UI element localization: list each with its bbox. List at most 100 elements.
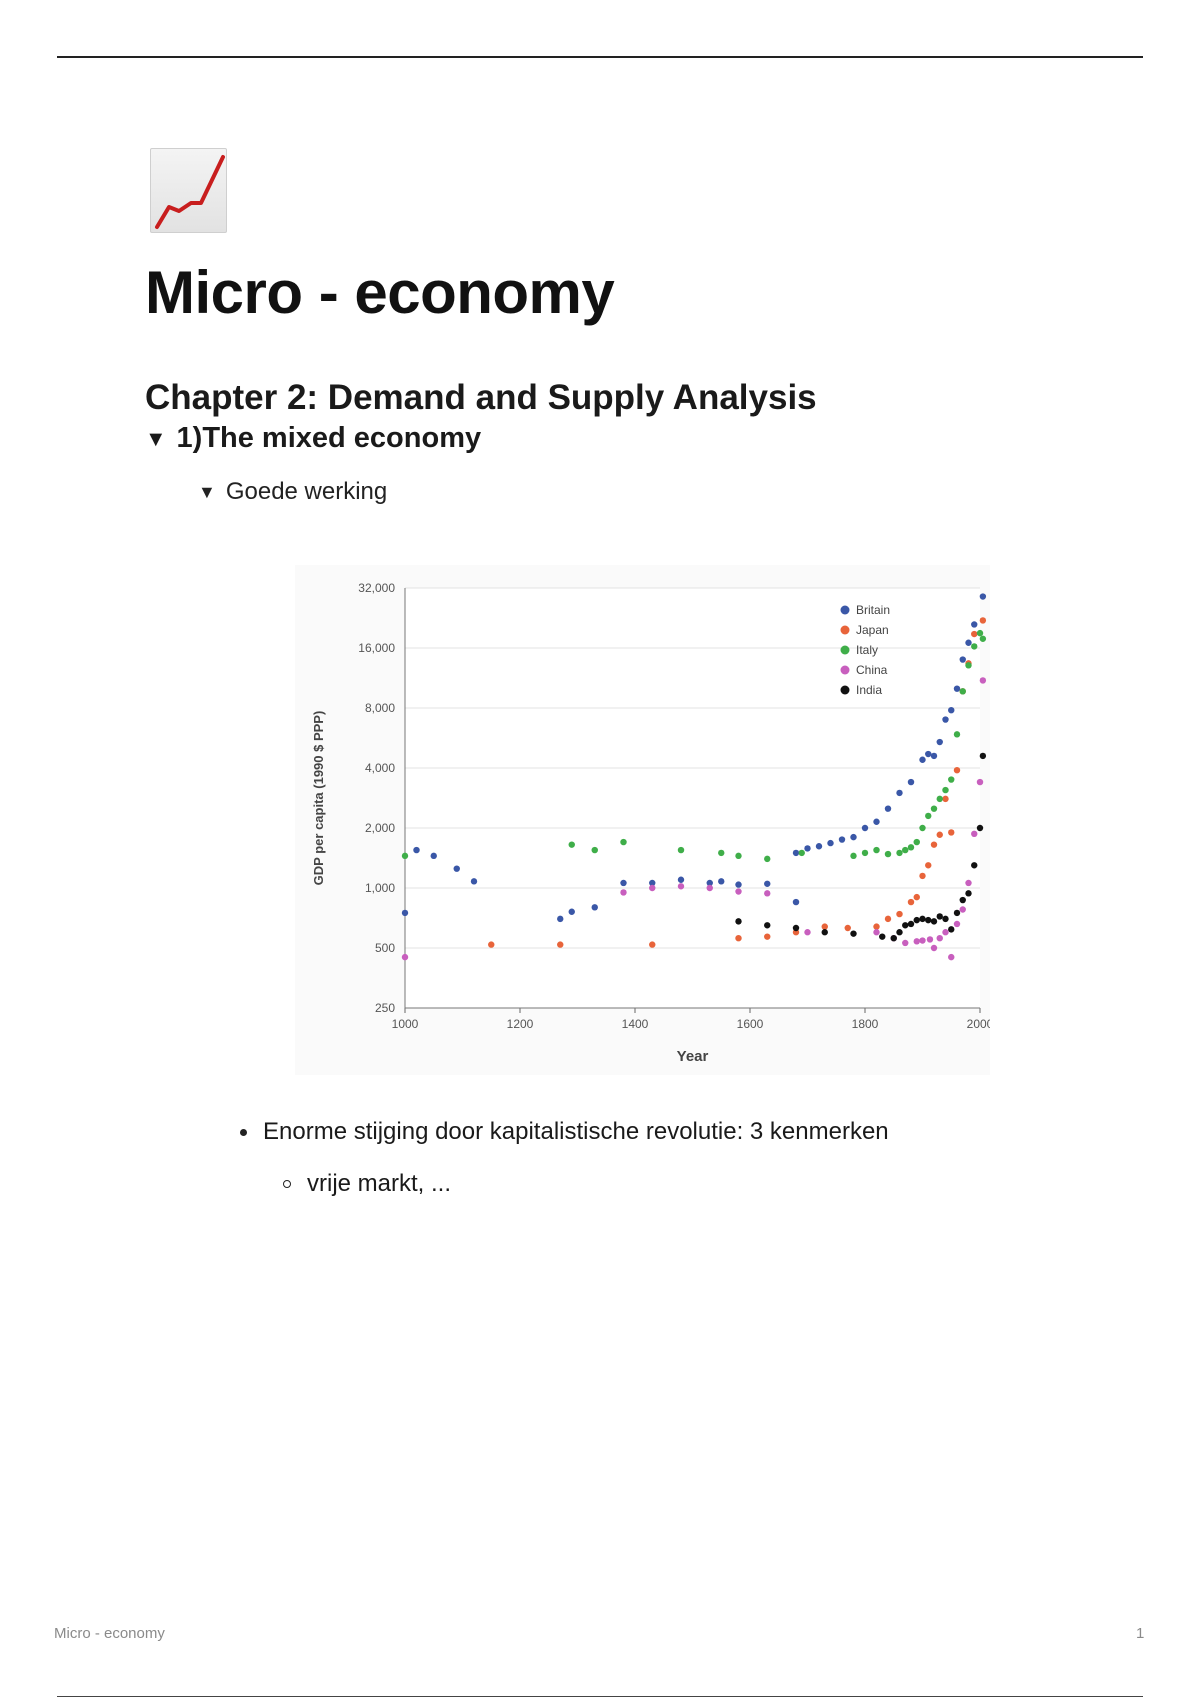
data-point: [764, 855, 771, 863]
data-point: [930, 944, 938, 952]
data-point: [401, 953, 409, 961]
section-label: 1)The mixed economy: [176, 422, 482, 454]
bullet-dot-icon: [240, 1128, 247, 1136]
data-point: [965, 639, 972, 646]
data-point: [568, 841, 575, 848]
x-tick-label: 2000: [967, 1017, 990, 1031]
data-point: [930, 918, 938, 925]
footer-doc-name: Micro - economy: [54, 1625, 165, 1642]
legend-marker: [840, 665, 850, 675]
data-point: [735, 918, 742, 925]
x-tick-label: 1600: [737, 1017, 764, 1031]
list-item-nested: vrije markt, ...: [283, 1170, 451, 1198]
data-point: [919, 824, 926, 832]
data-point: [792, 924, 800, 932]
section-toggle[interactable]: ▼ 1)The mixed economy: [145, 422, 481, 455]
data-point: [735, 888, 742, 895]
data-point: [792, 898, 800, 906]
data-point: [735, 881, 742, 888]
data-point: [718, 849, 725, 857]
data-point: [591, 846, 598, 854]
data-point: [821, 929, 828, 936]
legend-label: Britain: [856, 603, 890, 617]
data-point: [677, 876, 685, 883]
data-point: [764, 880, 771, 887]
data-point: [884, 915, 892, 923]
data-point: [936, 831, 943, 838]
subsection-label: Goede werking: [225, 478, 388, 505]
data-point: [936, 913, 943, 920]
data-point: [873, 818, 880, 825]
y-tick-label: 32,000: [358, 581, 395, 595]
data-point: [948, 776, 955, 783]
list-item-text: vrije markt, ...: [307, 1170, 452, 1197]
data-point: [804, 929, 811, 936]
data-point: [821, 923, 828, 930]
data-point: [936, 934, 943, 942]
data-point: [706, 879, 713, 887]
data-point: [879, 933, 886, 940]
data-point: [620, 889, 627, 896]
data-point: [953, 731, 961, 738]
x-tick-label: 1200: [507, 1017, 534, 1031]
x-tick-label: 1000: [392, 1017, 419, 1031]
legend-label: Japan: [856, 623, 889, 637]
chart-increasing-icon: [150, 148, 227, 233]
subsection-toggle[interactable]: ▼ Goede werking: [198, 478, 387, 506]
data-point: [959, 688, 966, 695]
data-point: [979, 752, 987, 760]
data-point: [959, 656, 966, 663]
data-point: [896, 789, 903, 797]
y-axis-title: GDP per capita (1990 $ PPP): [311, 711, 326, 886]
data-point: [896, 849, 903, 857]
data-point: [926, 936, 934, 943]
data-point: [764, 890, 771, 897]
data-point: [965, 879, 972, 887]
data-point: [913, 938, 920, 945]
data-point: [453, 865, 460, 872]
data-point: [979, 677, 987, 684]
data-point: [942, 915, 949, 923]
data-point: [718, 878, 725, 885]
data-point: [925, 750, 932, 758]
data-point: [413, 846, 420, 854]
data-point: [925, 812, 932, 820]
data-point: [953, 920, 961, 928]
data-point: [948, 926, 955, 933]
data-point: [942, 795, 949, 803]
y-tick-label: 16,000: [358, 641, 395, 655]
triangle-down-icon[interactable]: ▼: [145, 425, 167, 451]
data-point: [792, 849, 800, 857]
y-tick-label: 250: [375, 1001, 395, 1015]
data-point: [925, 862, 932, 869]
data-point: [401, 852, 409, 860]
x-tick-label: 1800: [852, 1017, 879, 1031]
legend-label: Italy: [856, 643, 878, 657]
x-axis-title: Year: [677, 1048, 709, 1065]
data-point: [919, 937, 926, 944]
data-point: [896, 929, 903, 936]
data-point: [971, 621, 978, 628]
data-point: [948, 706, 955, 714]
data-point: [965, 890, 972, 897]
y-tick-label: 8,000: [365, 701, 395, 715]
footer-page-number: 1: [1136, 1625, 1145, 1642]
data-point: [919, 756, 926, 763]
data-point: [591, 904, 598, 911]
data-point: [971, 830, 978, 838]
list-item-text: Enorme stijging door kapitalistische rev…: [263, 1118, 889, 1145]
data-point: [861, 849, 869, 857]
page-title: Micro - economy: [145, 259, 615, 326]
chapter-heading: Chapter 2: Demand and Supply Analysis: [145, 378, 817, 417]
data-point: [976, 629, 984, 637]
data-point: [919, 872, 926, 880]
data-point: [873, 846, 880, 854]
data-point: [677, 883, 685, 890]
gdp-chart: 250 500 1,000 2,000 4,000 8,000 16,000 32,000 10…: [295, 565, 994, 1075]
data-point: [971, 643, 978, 650]
triangle-down-icon[interactable]: ▼: [198, 481, 216, 502]
legend-marker: [840, 605, 850, 615]
data-point: [890, 934, 897, 942]
data-point: [620, 838, 627, 846]
data-point: [930, 805, 938, 812]
